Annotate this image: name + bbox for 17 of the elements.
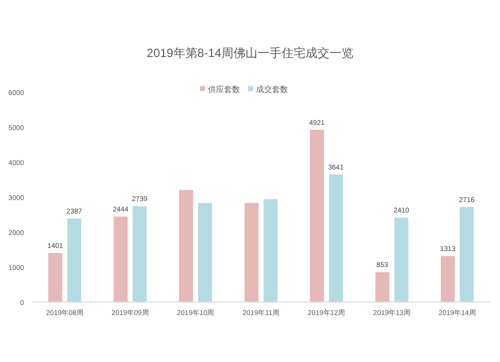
- bar: [132, 206, 147, 302]
- bar: [394, 218, 408, 302]
- bar: [328, 174, 343, 302]
- bar: [67, 218, 82, 302]
- legend-label: 供应套数: [208, 85, 240, 94]
- bar: [264, 199, 278, 302]
- bar: [310, 130, 324, 302]
- bar: [179, 190, 194, 302]
- bar: [244, 202, 258, 302]
- bar: [375, 272, 390, 302]
- bar: [48, 252, 62, 302]
- bar: [114, 216, 128, 302]
- legend-label: 成交套数: [256, 85, 288, 94]
- chart-title: 2019年第8-14周佛山一手住宅成交一览: [146, 46, 354, 60]
- bar: [440, 256, 455, 302]
- bar: [198, 202, 212, 302]
- bar: [460, 206, 474, 302]
